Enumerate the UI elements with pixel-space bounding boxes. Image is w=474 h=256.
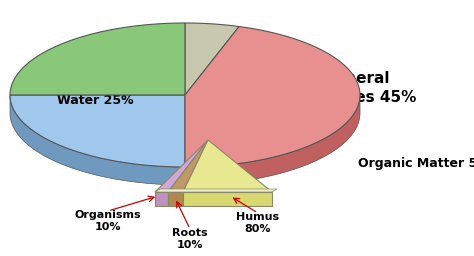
Polygon shape [183, 140, 272, 192]
Polygon shape [155, 140, 208, 192]
Polygon shape [168, 192, 183, 206]
Polygon shape [10, 96, 185, 185]
Polygon shape [155, 192, 168, 206]
Text: Mineral
Particles 45%: Mineral Particles 45% [300, 71, 416, 105]
Text: Organisms
10%: Organisms 10% [75, 210, 141, 232]
Polygon shape [10, 95, 185, 167]
Text: Water 25%: Water 25% [57, 93, 133, 106]
Polygon shape [185, 27, 360, 167]
Polygon shape [155, 189, 277, 192]
Polygon shape [185, 95, 360, 185]
Polygon shape [183, 192, 272, 206]
Polygon shape [168, 140, 208, 192]
Text: Humus
80%: Humus 80% [237, 212, 280, 233]
Polygon shape [10, 23, 185, 95]
Text: Roots
10%: Roots 10% [172, 228, 208, 250]
Polygon shape [185, 23, 239, 95]
Text: Organic Matter 5%: Organic Matter 5% [358, 156, 474, 169]
Text: Air 25%: Air 25% [108, 41, 162, 55]
